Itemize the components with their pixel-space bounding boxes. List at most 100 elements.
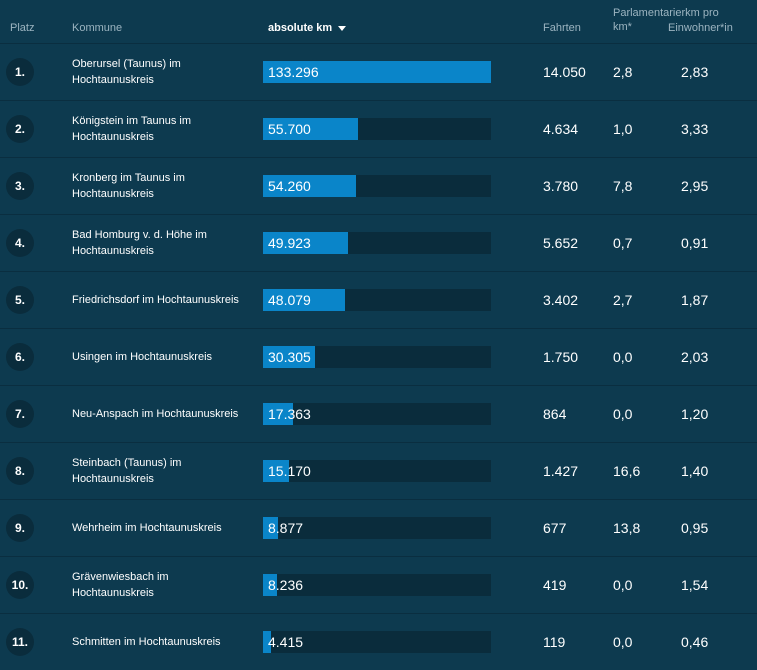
km-bar-track: 15.170: [263, 460, 491, 482]
km-value: 8.236: [268, 577, 304, 593]
km-value: 48.079: [268, 292, 311, 308]
km-bar-track: 30.305: [263, 346, 491, 368]
fahrten-value: 5.652: [543, 235, 579, 251]
km-bar-fill: [263, 403, 293, 425]
table-row: 6. Usingen im Hochtaunuskreis 30.305 1.750 0…: [0, 329, 757, 386]
table-row: 7. Neu-Anspach im Hochtaunuskreis 17.363 86…: [0, 386, 757, 443]
fahrten-value: 1.427: [543, 463, 579, 479]
table-row: 10. Grävenwiesbach im Hochtaunuskreis 8.23…: [0, 557, 757, 614]
einwohner-value: 0,91: [681, 235, 709, 251]
parlamentarierkm-value: 0,7: [613, 235, 633, 251]
table-row: 8. Steinbach (Taunus) im Hochtaunuskreis 1…: [0, 443, 757, 500]
km-value: 17.363: [268, 406, 311, 422]
einwohner-value: 2,83: [681, 64, 709, 80]
kommune-name: Steinbach (Taunus) im Hochtaunuskreis: [72, 457, 182, 485]
km-value: 54.260: [268, 178, 311, 194]
km-bar-fill: [263, 61, 491, 83]
header-absolute-km-sort-button[interactable]: absolute km: [268, 21, 347, 35]
km-bar-fill: [263, 118, 358, 140]
fahrten-value: 4.634: [543, 121, 579, 137]
fahrten-value: 419: [543, 577, 567, 593]
fahrten-value: 119: [543, 634, 566, 650]
einwohner-value: 0,95: [681, 520, 709, 536]
table-row: 9. Wehrheim im Hochtaunuskreis 8.877 677 13,…: [0, 500, 757, 557]
einwohner-value: 1,54: [681, 577, 709, 593]
kommune-name: Wehrheim im Hochtaunuskreis: [72, 522, 222, 534]
km-value: 30.305: [268, 349, 311, 365]
table-body: 1. Oberursel (Taunus) im Hochtaunuskreis 1…: [0, 44, 757, 670]
table-row: 3. Kronberg im Taunus im Hochtaunuskreis 5…: [0, 158, 757, 215]
km-bar-track: 49.923: [263, 232, 491, 254]
km-value: 49.923: [268, 235, 311, 251]
parlamentarierkm-value: 0,0: [613, 349, 633, 365]
parlamentarierkm-value: 13,8: [613, 520, 641, 536]
einwohner-value: 2,03: [681, 349, 709, 365]
parlamentarierkm-value: 0,0: [613, 577, 633, 593]
rank-badge: 10.: [6, 571, 34, 599]
km-bar-fill: [263, 289, 345, 311]
rank-badge: 2.: [6, 115, 34, 143]
header-absolute-km-label: absolute km: [268, 22, 333, 34]
rank-badge: 7.: [6, 400, 34, 428]
km-bar-fill: [263, 460, 289, 482]
km-bar-fill: [263, 346, 315, 368]
parlamentarierkm-value: 0,0: [613, 634, 633, 650]
rank-badge: 1.: [6, 58, 34, 86]
parlamentarierkm-value: 16,6: [613, 463, 641, 479]
kommune-name: Neu-Anspach im Hochtaunuskreis: [72, 408, 239, 420]
table-row: 2. Königstein im Taunus im Hochtaunuskrei…: [0, 101, 757, 158]
fahrten-value: 3.780: [543, 178, 579, 194]
fahrten-value: 864: [543, 406, 567, 422]
header-platz[interactable]: Platz: [10, 22, 35, 34]
kommune-name: Königstein im Taunus im Hochtaunuskreis: [72, 115, 192, 143]
rank-badge: 4.: [6, 229, 34, 257]
kommune-name: Grävenwiesbach im Hochtaunuskreis: [72, 571, 169, 599]
parlamentarierkm-value: 2,8: [613, 64, 633, 80]
km-value: 55.700: [268, 121, 311, 137]
parlamentarierkm-value: 1,0: [613, 121, 633, 137]
header-kommune[interactable]: Kommune: [72, 22, 123, 34]
rank-badge: 6.: [6, 343, 34, 371]
km-bar-fill: [263, 232, 348, 254]
kommune-name: Schmitten im Hochtaunuskreis: [72, 636, 221, 648]
km-value: 133.296: [268, 64, 319, 80]
einwohner-value: 3,33: [681, 121, 709, 137]
rank-badge: 5.: [6, 286, 34, 314]
einwohner-value: 2,95: [681, 178, 709, 194]
table-row: 11. Schmitten im Hochtaunuskreis 4.415 119 0…: [0, 614, 757, 670]
km-bar-fill: [263, 175, 356, 197]
km-bar-fill: [263, 574, 277, 596]
km-bar-track: 54.260: [263, 175, 491, 197]
einwohner-value: 1,20: [681, 406, 709, 422]
einwohner-value: 1,87: [681, 292, 709, 308]
rank-badge: 3.: [6, 172, 34, 200]
einwohner-value: 0,46: [681, 634, 709, 650]
km-bar-track: 55.700: [263, 118, 491, 140]
kommune-name: Usingen im Hochtaunuskreis: [72, 351, 213, 363]
rank-badge: 11.: [6, 628, 34, 656]
km-bar-fill: [263, 631, 271, 653]
sort-desc-icon: [338, 25, 347, 31]
parlamentarierkm-value: 0,0: [613, 406, 633, 422]
rank-badge: 8.: [6, 457, 34, 485]
km-value: 8.877: [268, 520, 304, 536]
km-bar-track: 17.363: [263, 403, 491, 425]
fahrten-value: 14.050: [543, 64, 586, 80]
table-header: Platz Kommune absolute km Fahrten Parlam…: [0, 0, 757, 44]
header-einwohner[interactable]: Einwohner*in: [668, 22, 733, 34]
fahrten-value: 1.750: [543, 349, 579, 365]
fahrten-value: 677: [543, 520, 567, 536]
parlamentarierkm-value: 2,7: [613, 292, 633, 308]
kommune-name: Kronberg im Taunus im Hochtaunuskreis: [72, 172, 185, 200]
km-bar-track: 8.236: [263, 574, 491, 596]
rank-badge: 9.: [6, 514, 34, 542]
header-parlamentarierkm[interactable]: Parlamentarierkm pro km*: [613, 7, 719, 33]
fahrten-value: 3.402: [543, 292, 579, 308]
kommune-name: Friedrichsdorf im Hochtaunuskreis: [72, 294, 239, 306]
table-row: 1. Oberursel (Taunus) im Hochtaunuskreis 1…: [0, 44, 757, 101]
km-value: 15.170: [268, 463, 311, 479]
header-fahrten[interactable]: Fahrten: [543, 22, 581, 34]
parlamentarierkm-value: 7,8: [613, 178, 633, 194]
km-bar-track: 133.296: [263, 61, 491, 83]
km-bar-track: 8.877: [263, 517, 491, 539]
